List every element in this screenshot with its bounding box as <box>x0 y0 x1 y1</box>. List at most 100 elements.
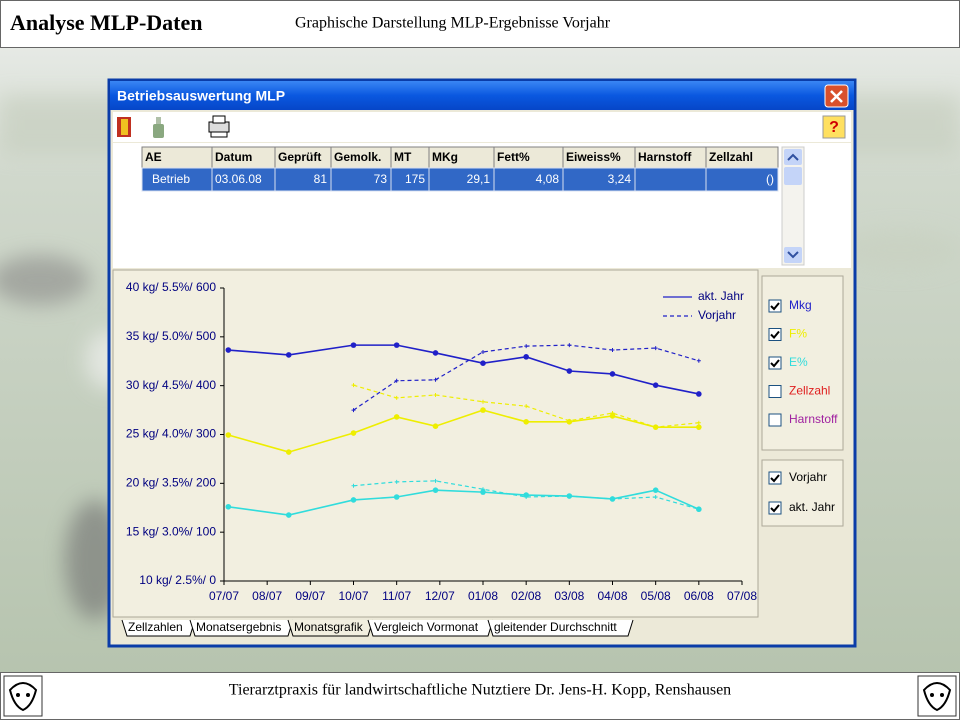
x-tick-label: 07/08 <box>727 589 757 603</box>
x-tick-label: 03/08 <box>554 589 584 603</box>
checkbox-box <box>768 413 782 427</box>
point <box>481 399 485 404</box>
point <box>696 391 702 397</box>
point <box>524 495 529 500</box>
series-line <box>353 480 699 510</box>
point <box>432 487 439 493</box>
cell-text: 81 <box>314 172 328 186</box>
cell-text: 3,24 <box>608 172 632 186</box>
point <box>481 487 485 492</box>
point <box>610 411 615 416</box>
checkbox-box <box>768 385 782 398</box>
y-tick-label: 25 kg/ 4.0%/ 300 <box>126 427 216 441</box>
point <box>394 479 399 484</box>
tab-label[interactable]: Monatsgrafik <box>294 620 364 634</box>
checkbox[interactable] <box>768 356 782 370</box>
checkbox[interactable] <box>768 413 782 427</box>
cell-text: 03.06.08 <box>215 172 262 186</box>
toolbar <box>113 112 851 142</box>
checkbox-label: F% <box>789 327 807 341</box>
column-header-label: Gemolk. <box>334 150 381 164</box>
point <box>480 407 486 413</box>
checkbox-list: Mkg F% E% Zellzahl Harnstoff Vorjahr akt. Jahr <box>768 298 838 515</box>
legend-label: akt. Jahr <box>698 289 744 303</box>
point <box>480 489 486 495</box>
point <box>351 408 356 413</box>
checkbox[interactable] <box>768 501 782 515</box>
x-tick-label: 11/07 <box>382 589 411 603</box>
tab-label[interactable]: gleitender Durchschnitt <box>494 620 617 634</box>
y-tick-label: 10 kg/ 2.5%/ 0 <box>139 573 216 587</box>
point <box>285 352 292 358</box>
bottle-button[interactable] <box>153 117 164 138</box>
point <box>350 497 357 503</box>
x-tick-label: 08/07 <box>252 589 282 603</box>
checkbox-check <box>770 359 780 368</box>
column-header-label: AE <box>145 150 162 164</box>
point <box>433 392 438 397</box>
point <box>432 350 439 356</box>
scrollbar[interactable] <box>781 146 805 266</box>
point <box>351 483 356 488</box>
checkbox-check <box>770 330 780 339</box>
point <box>480 360 486 367</box>
x-tick-label: 05/08 <box>641 589 671 603</box>
point <box>567 343 572 348</box>
point <box>610 348 615 353</box>
checkbox[interactable] <box>768 471 782 485</box>
point <box>696 358 701 363</box>
cell-text: 29,1 <box>467 172 491 186</box>
cow-icon <box>917 675 957 717</box>
tab-label[interactable]: Monatsergebnis <box>196 620 281 634</box>
column-header-label: MKg <box>432 150 458 164</box>
window-title: Betriebsauswertung MLP <box>117 88 285 104</box>
point <box>225 503 232 510</box>
point <box>653 425 658 430</box>
cell-text: 4,08 <box>536 172 560 186</box>
x-tick-label: 04/08 <box>597 589 627 603</box>
y-tick-label: 30 kg/ 4.5%/ 400 <box>126 378 216 392</box>
tab-label[interactable]: Zellzahlen <box>128 620 183 634</box>
checkbox-box <box>768 501 782 515</box>
checkbox[interactable] <box>768 299 782 313</box>
point <box>653 346 658 351</box>
data-grid: AE Datum Geprüft Gemolk. MT MKg Fett% Eiweiss% H… <box>141 146 779 192</box>
column-header-label: Geprüft <box>278 150 321 164</box>
help-button[interactable]: ? <box>822 115 846 139</box>
header-title: Analyse MLP-Daten <box>10 10 202 35</box>
checkbox-label: Mkg <box>789 298 812 312</box>
checkbox-label: Vorjahr <box>789 470 827 484</box>
point <box>567 494 572 499</box>
tab-strip: Zellzahlen Monatsergebnis Monatsgrafik Verg… <box>121 619 634 637</box>
cell-text: 175 <box>405 172 425 186</box>
point <box>225 347 232 353</box>
exit-button[interactable] <box>117 117 131 137</box>
point <box>394 395 399 400</box>
point <box>394 378 399 383</box>
close-button[interactable] <box>824 84 849 108</box>
header-subtitle: Graphische Darstellung MLP-Ergebnisse Vo… <box>295 15 611 32</box>
footer-text: Tierarztpraxis für landwirtschaftliche N… <box>229 682 731 699</box>
title-bar <box>110 81 854 110</box>
point <box>652 382 659 388</box>
point <box>610 496 615 501</box>
cow-icon <box>3 675 43 717</box>
checkbox[interactable] <box>768 385 782 398</box>
point <box>225 432 232 438</box>
print-button[interactable] <box>208 115 230 138</box>
x-tick-label: 07/07 <box>209 589 239 603</box>
tab[interactable] <box>487 619 634 637</box>
y-tick-label: 20 kg/ 3.5%/ 200 <box>126 476 216 490</box>
cell <box>705 167 779 192</box>
y-tick-label: 40 kg/ 5.5%/ 600 <box>126 280 216 294</box>
point <box>433 478 438 483</box>
point <box>393 494 400 500</box>
footer-bar <box>0 672 960 720</box>
checkbox[interactable] <box>768 328 782 341</box>
point <box>524 404 529 409</box>
tab-label[interactable]: Vergleich Vormonat <box>374 620 479 634</box>
point <box>523 419 529 425</box>
year-panel <box>761 459 844 527</box>
